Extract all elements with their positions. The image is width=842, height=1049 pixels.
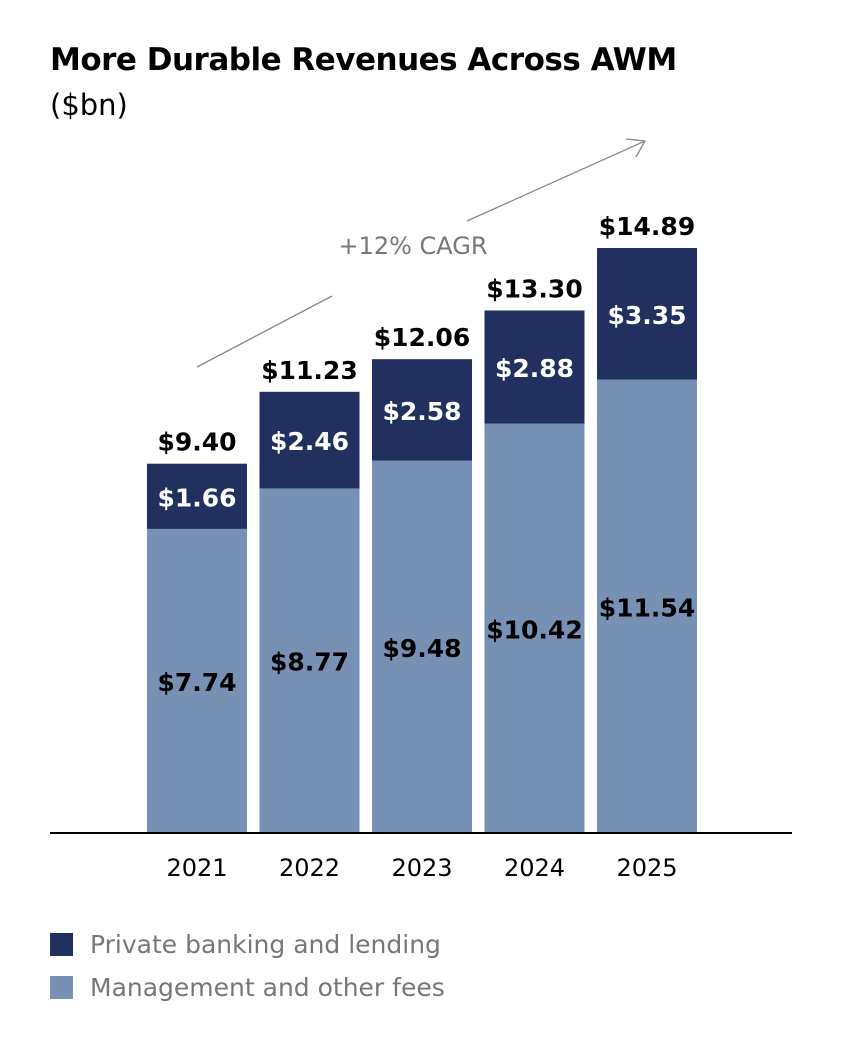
total-value-label: $12.06 — [374, 323, 470, 352]
x-tick-label: 2021 — [166, 854, 227, 882]
cagr-arrow-upper — [466, 140, 646, 222]
total-value-label: $9.40 — [157, 428, 236, 457]
segment-value-label: $3.35 — [607, 301, 686, 330]
segment-value-label: $10.42 — [486, 615, 582, 644]
bar-segment-management-fees — [259, 488, 360, 833]
segment-value-label: $2.58 — [382, 397, 461, 426]
total-value-label: $14.89 — [599, 212, 695, 241]
x-tick-label: 2024 — [504, 854, 565, 882]
bar-segment-private-banking — [372, 359, 472, 461]
segment-value-label: $7.74 — [157, 668, 236, 697]
segment-value-label: $2.88 — [495, 354, 574, 383]
bar-segment-private-banking — [597, 248, 697, 380]
total-value-label: $11.23 — [261, 356, 357, 385]
segment-value-label: $9.48 — [382, 634, 461, 663]
segment-value-label: $2.46 — [270, 427, 349, 456]
cagr-annotation: +12% CAGR — [338, 232, 487, 260]
cagr-arrowhead-icon — [625, 138, 647, 158]
total-value-label: $13.30 — [486, 274, 582, 303]
legend-label: Management and other fees — [90, 973, 445, 1002]
legend-item-management-fees: Management and other fees — [50, 973, 445, 1002]
segment-value-label: $1.66 — [157, 483, 236, 512]
cagr-arrow-lower — [196, 295, 333, 368]
segment-value-label: $8.77 — [270, 648, 349, 677]
chart-subtitle: ($bn) — [50, 88, 128, 122]
legend-swatch — [50, 933, 73, 956]
legend-label: Private banking and lending — [90, 930, 441, 959]
bar-segment-management-fees — [484, 423, 585, 833]
x-tick-label: 2023 — [391, 854, 452, 882]
x-tick-label: 2022 — [279, 854, 340, 882]
legend-item-private-banking: Private banking and lending — [50, 930, 441, 959]
bar-segment-private-banking — [484, 310, 585, 424]
bar-segment-private-banking — [147, 463, 247, 529]
bar-segment-management-fees — [597, 379, 697, 833]
chart-title: More Durable Revenues Across AWM — [50, 42, 677, 78]
bar-segment-management-fees — [147, 528, 247, 833]
bar-segment-private-banking — [259, 391, 360, 489]
bar-segment-management-fees — [372, 460, 472, 833]
x-tick-label: 2025 — [616, 854, 677, 882]
legend-swatch — [50, 976, 73, 999]
segment-value-label: $11.54 — [599, 593, 695, 622]
